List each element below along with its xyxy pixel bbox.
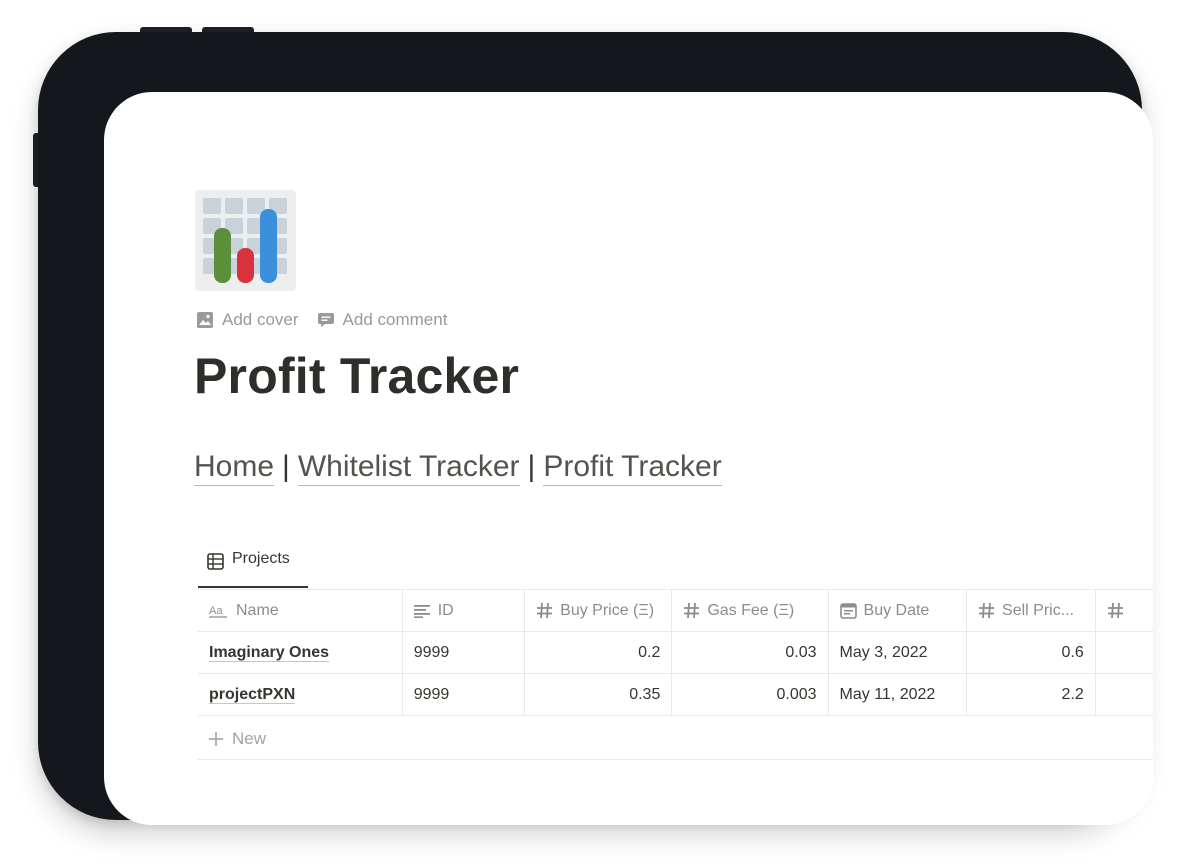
cell-name[interactable]: projectPXN (198, 673, 403, 716)
nav-link-profit-tracker[interactable]: Profit Tracker (543, 450, 722, 486)
page-actions: Add cover Add comment (196, 310, 447, 330)
column-header-buy-date[interactable]: Buy Date (828, 589, 968, 632)
plus-icon (209, 731, 223, 746)
column-label: Sell Pric... (1002, 601, 1075, 619)
add-comment-button[interactable]: Add comment (317, 310, 448, 330)
cell-gas-fee[interactable]: 0.03 (671, 631, 829, 674)
column-header-sell-price[interactable]: Sell Pric... (966, 589, 1096, 632)
hash-icon (979, 602, 995, 619)
table-row[interactable]: projectPXN 9999 0.35 0.003 May 11, 2022 … (198, 673, 1153, 716)
cell-next[interactable] (1095, 673, 1153, 716)
table-icon (207, 553, 224, 570)
add-cover-button[interactable]: Add cover (196, 310, 299, 330)
column-label: Gas Fee (Ξ) (707, 601, 795, 619)
tab-projects[interactable]: Projects (198, 550, 308, 588)
column-label: Buy Date (863, 601, 930, 619)
add-comment-label: Add comment (342, 310, 448, 329)
hash-icon (1107, 602, 1123, 619)
svg-text:Aa: Aa (209, 605, 223, 617)
cell-name[interactable]: Imaginary Ones (198, 631, 403, 674)
cell-buy-date[interactable]: May 11, 2022 (828, 673, 968, 716)
column-header-gas-fee[interactable]: Gas Fee (Ξ) (671, 589, 829, 632)
screen: Add cover Add comment Profit Tracker Hom… (104, 92, 1153, 825)
add-cover-label: Add cover (222, 310, 299, 329)
cell-sell-price[interactable]: 0.6 (966, 631, 1096, 674)
new-row-label: New (232, 728, 267, 748)
comment-icon (317, 313, 334, 327)
cell-id[interactable]: 9999 (402, 673, 526, 716)
nav-separator: | (527, 450, 536, 483)
new-row-button[interactable]: New (198, 718, 1153, 760)
column-header-next[interactable] (1095, 589, 1153, 632)
tablet-frame: Add cover Add comment Profit Tracker Hom… (38, 32, 1153, 825)
cell-sell-price[interactable]: 2.2 (966, 673, 1096, 716)
page-title[interactable]: Profit Tracker (194, 348, 520, 404)
tab-projects-label: Projects (232, 550, 290, 567)
cell-buy-price[interactable]: 0.35 (524, 673, 673, 716)
column-header-id[interactable]: ID (402, 589, 526, 632)
row-name[interactable]: Imaginary Ones (209, 643, 330, 662)
cell-buy-price[interactable]: 0.2 (524, 631, 673, 674)
text-lines-icon (413, 604, 430, 618)
table-row[interactable]: Imaginary Ones 9999 0.2 0.03 May 3, 2022… (198, 631, 1153, 674)
page-bar-chart-icon[interactable] (195, 190, 296, 291)
title-aa-icon: Aa (209, 605, 227, 618)
column-label: Buy Price (Ξ) (560, 601, 655, 619)
hash-icon (684, 602, 700, 619)
column-header-buy-price[interactable]: Buy Price (Ξ) (524, 589, 673, 632)
table-header-row: Aa Name ID Buy Price (Ξ) (198, 589, 1153, 632)
column-label: ID (437, 601, 454, 619)
calendar-icon (839, 603, 857, 619)
column-label: Name (236, 601, 279, 619)
projects-table: Aa Name ID Buy Price (Ξ) (198, 589, 1153, 716)
nav-link-home[interactable]: Home (194, 450, 275, 486)
cell-next[interactable] (1095, 631, 1153, 674)
breadcrumb-nav: Home | Whitelist Tracker | Profit Tracke… (194, 450, 722, 486)
hash-icon (537, 602, 553, 619)
cell-gas-fee[interactable]: 0.003 (671, 673, 829, 716)
column-header-name[interactable]: Aa Name (198, 589, 403, 632)
nav-link-whitelist-tracker[interactable]: Whitelist Tracker (297, 450, 520, 486)
cell-buy-date[interactable]: May 3, 2022 (828, 631, 968, 674)
cell-id[interactable]: 9999 (402, 631, 526, 674)
row-name[interactable]: projectPXN (209, 685, 296, 704)
image-icon (197, 312, 213, 328)
nav-separator: | (282, 450, 290, 483)
